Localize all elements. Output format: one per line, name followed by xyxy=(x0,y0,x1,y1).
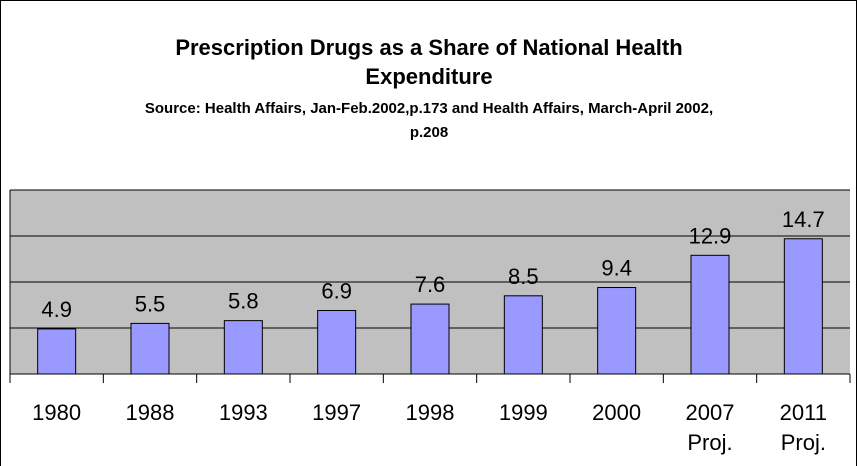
bar xyxy=(317,310,357,375)
bar xyxy=(503,295,543,375)
x-tick-label: 1997 xyxy=(312,400,362,425)
x-tick-label: 1988 xyxy=(125,400,175,425)
bar xyxy=(37,328,77,375)
x-tick-label: 2007 Proj. xyxy=(685,400,735,455)
data-label: 14.7 xyxy=(782,207,825,232)
x-tick-label: 1998 xyxy=(405,400,455,425)
data-label: 6.9 xyxy=(321,279,352,304)
bar xyxy=(410,303,450,375)
data-label: 12.9 xyxy=(689,223,732,248)
bar xyxy=(130,322,170,375)
x-tick-label: 1999 xyxy=(498,400,548,425)
x-tick-label: 1993 xyxy=(218,400,268,425)
data-label: 8.5 xyxy=(508,264,539,289)
data-label: 4.9 xyxy=(41,297,72,322)
x-tick-label: 1980 xyxy=(32,400,82,425)
bar xyxy=(783,238,823,375)
bar xyxy=(597,287,637,375)
chart-title: Prescription Drugs as a Share of Nationa… xyxy=(175,35,683,89)
bar xyxy=(223,320,263,375)
x-tick-label: 2011 Proj. xyxy=(779,400,827,455)
data-label: 9.4 xyxy=(601,256,632,281)
data-label: 5.5 xyxy=(135,291,166,316)
chart-subtitle: Source: Health Affairs, Jan-Feb.2002,p.1… xyxy=(144,100,714,141)
data-label: 5.8 xyxy=(228,289,259,314)
bar xyxy=(690,254,730,375)
data-label: 7.6 xyxy=(415,272,446,297)
x-tick-label: 2000 xyxy=(592,400,642,425)
